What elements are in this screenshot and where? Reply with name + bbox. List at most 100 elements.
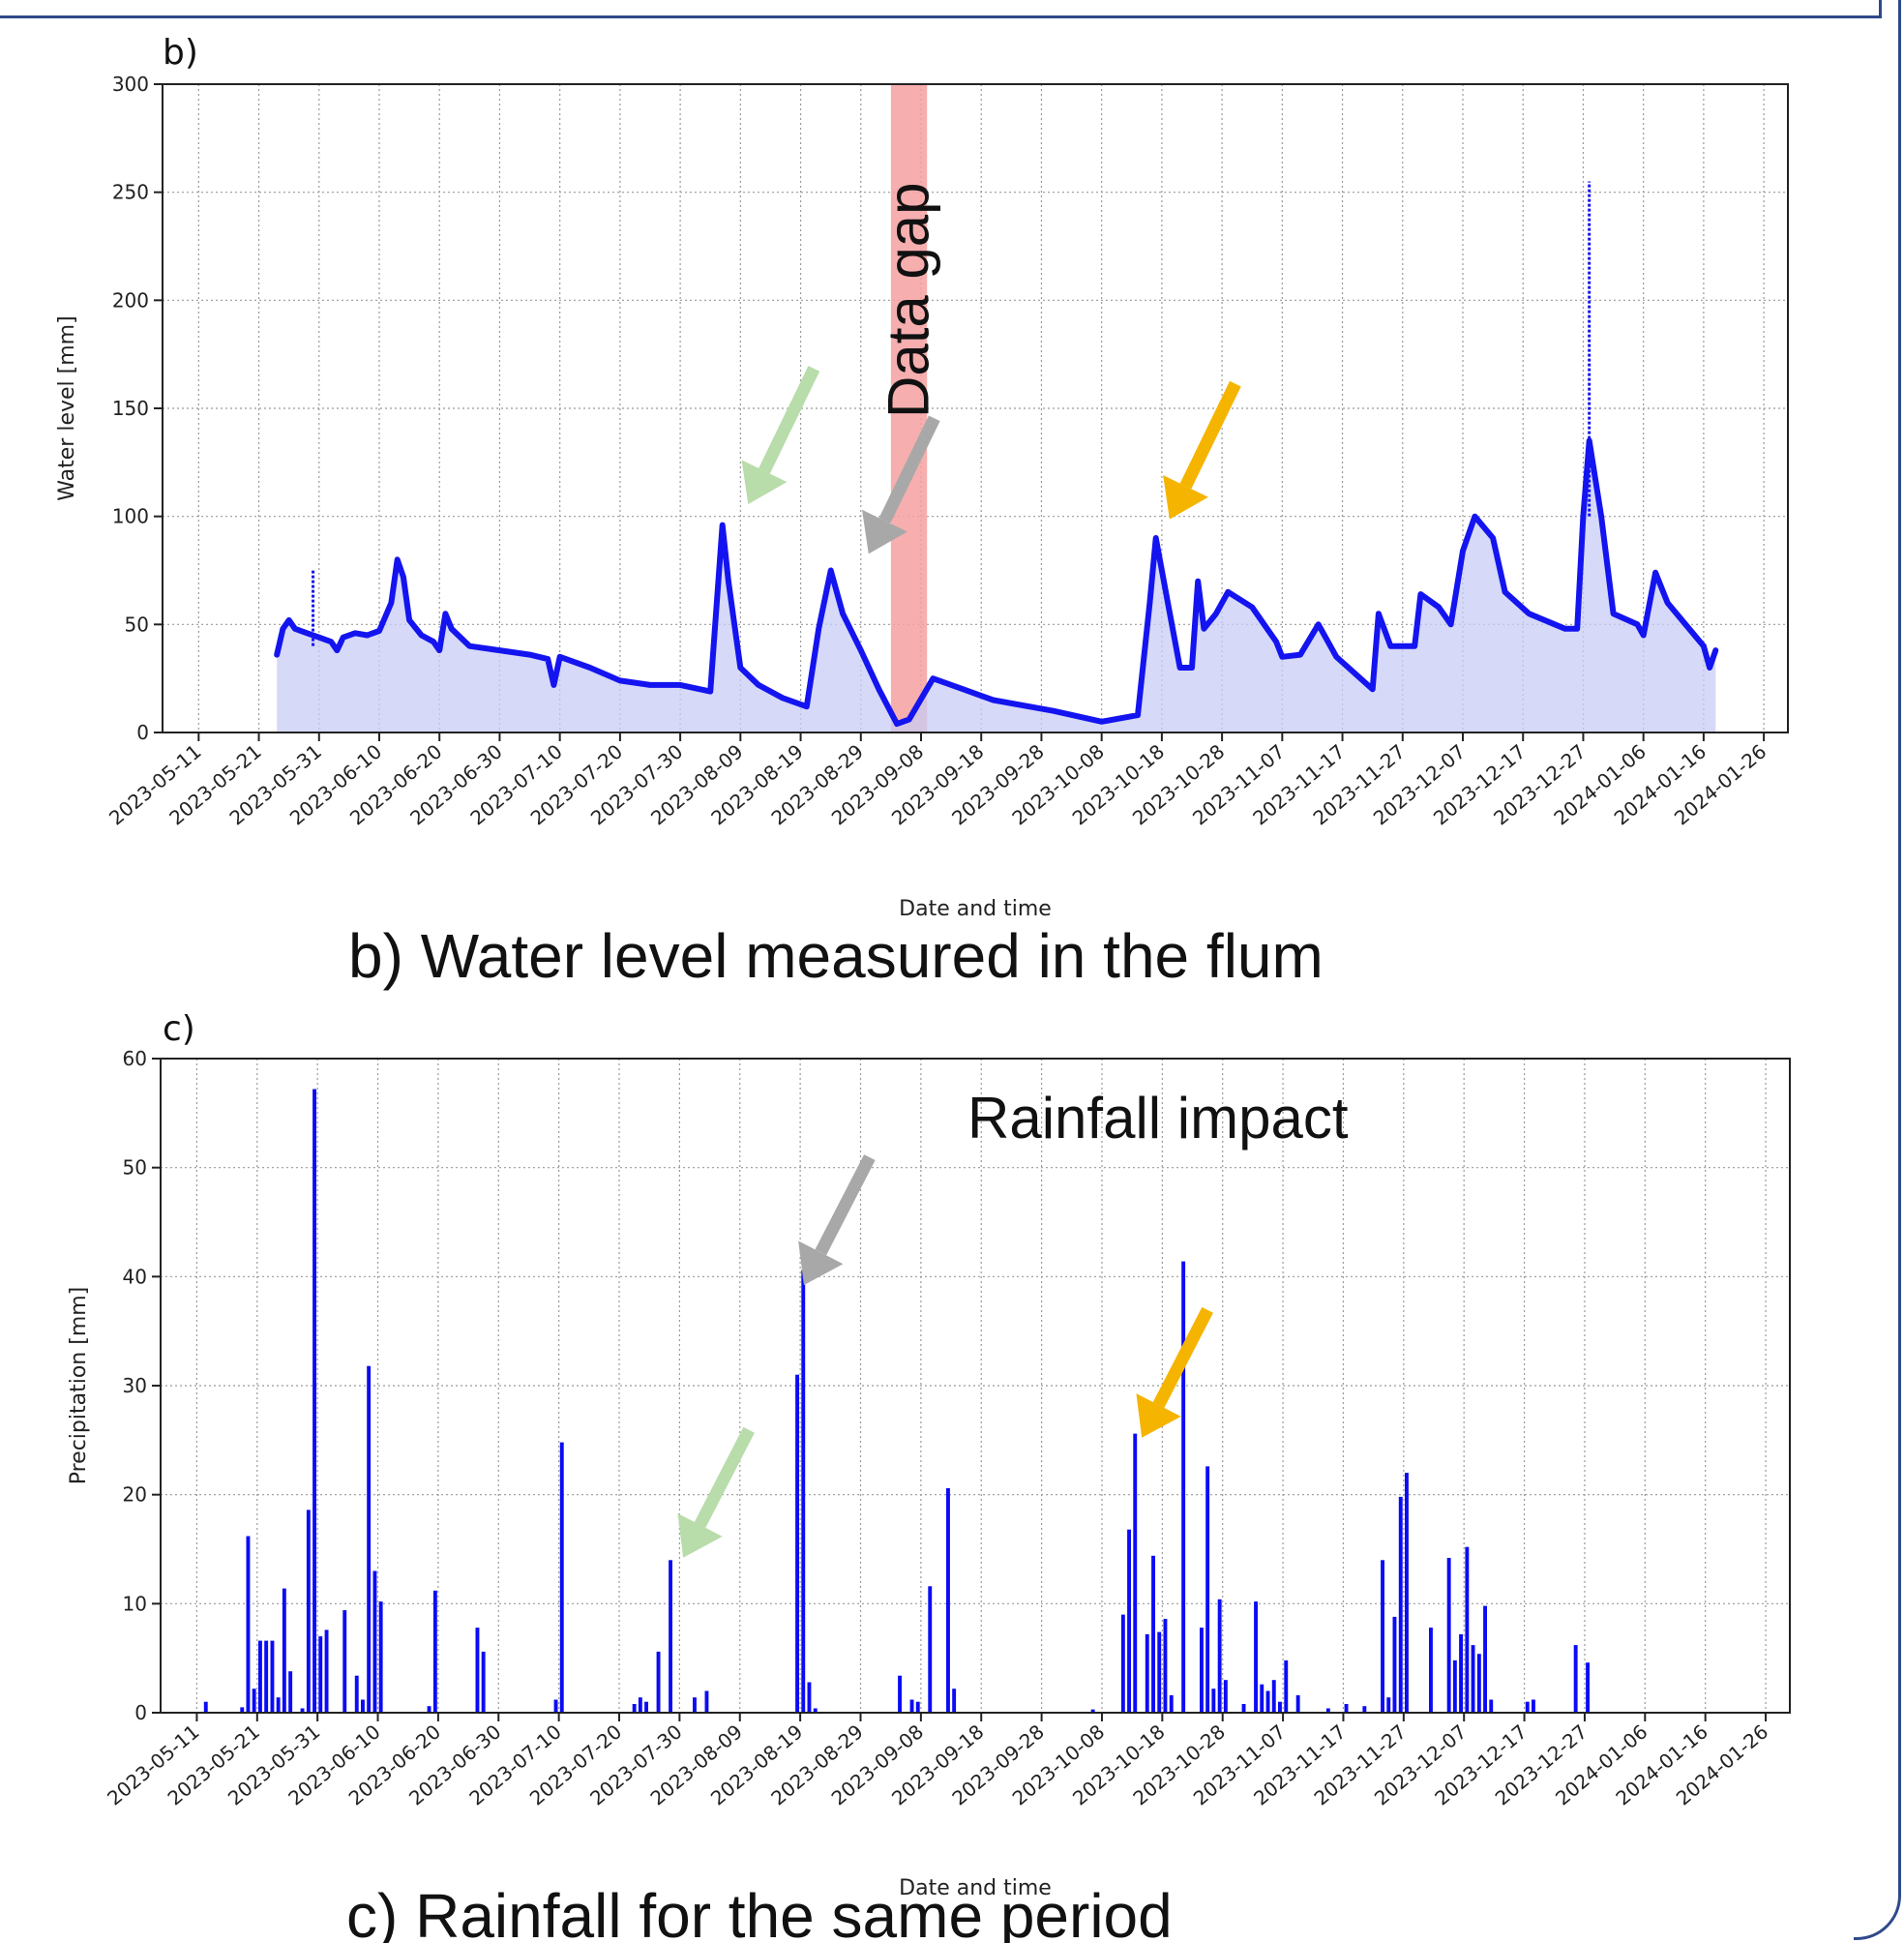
rainfall-bar (1398, 1496, 1403, 1713)
y-tick-label: 0 (136, 721, 149, 744)
rainfall-bar (1271, 1680, 1276, 1713)
rainfall-bar (1489, 1699, 1494, 1713)
water-level-x-axis-label: Date and time (899, 897, 1052, 921)
rainfall-bar (1169, 1695, 1174, 1713)
rainfall-bar (475, 1628, 480, 1713)
water-level-arrows (741, 366, 1241, 554)
rainfall-caption: c) Rainfall for the same period (346, 1881, 1173, 1943)
arrow-head (677, 1513, 723, 1558)
rainfall-bar (367, 1365, 372, 1713)
rainfall-impact-label: Rainfall impact (967, 1086, 1349, 1151)
y-tick-label: 10 (123, 1592, 147, 1615)
rainfall-bar (1254, 1601, 1258, 1713)
rainfall-bar (432, 1590, 437, 1713)
rainfall-bar (656, 1651, 661, 1713)
rainfall-bar (1325, 1708, 1330, 1713)
rainfall-bar (928, 1586, 933, 1713)
rainfall-bar (1278, 1701, 1282, 1713)
data-gap-label: Data gap (877, 182, 941, 418)
y-tick-label: 60 (123, 1047, 147, 1070)
rainfall-bar (1362, 1706, 1367, 1713)
rainfall-bar (378, 1601, 383, 1713)
y-tick-label: 250 (112, 181, 149, 204)
arrow-head (1163, 475, 1208, 520)
rainfall-bar (1465, 1546, 1470, 1713)
y-tick-label: 300 (112, 73, 149, 96)
rainfall-bar (1151, 1555, 1155, 1713)
rainfall-grid (161, 1059, 1790, 1713)
rainfall-bar (669, 1560, 672, 1713)
panel-b-letter: b) (163, 33, 198, 73)
rainfall-bar (1405, 1473, 1409, 1713)
rainfall-bar (1163, 1619, 1168, 1713)
rainfall-bar (807, 1682, 812, 1713)
rainfall-bar (427, 1706, 431, 1713)
arrow-head (1136, 1393, 1181, 1438)
water-level-spikes (312, 181, 1592, 646)
water-level-chart: b) 0 50 100 150 200 250 300 2023-05-112023-05-… (55, 33, 1789, 991)
rainfall-bar (553, 1699, 558, 1713)
rainfall-bar (1476, 1654, 1481, 1713)
rainfall-bar (312, 1089, 316, 1713)
rainfall-bar (1211, 1689, 1216, 1713)
y-tick-label: 40 (123, 1265, 147, 1288)
rainfall-bar (1386, 1697, 1391, 1713)
rainfall-bar (300, 1708, 305, 1713)
water-level-series (274, 437, 1719, 728)
y-tick-label: 50 (125, 613, 149, 636)
rainfall-bar (915, 1701, 920, 1713)
arrow-head (798, 1241, 844, 1286)
arrow-shaft (694, 1426, 755, 1528)
y-tick-label: 100 (112, 505, 149, 528)
rainfall-bar (252, 1689, 256, 1713)
rainfall-bar (1157, 1631, 1162, 1713)
rainfall-chart: c) 0 10 20 30 40 50 60 2023-05-112023-05-21202… (67, 1009, 1791, 1943)
rainfall-bar (1471, 1645, 1475, 1713)
rainfall-arrows (677, 1154, 1213, 1558)
rainfall-bar (1145, 1633, 1149, 1713)
rainfall-bar (1344, 1704, 1349, 1713)
rainfall-bar (704, 1690, 709, 1713)
rainfall-bar (270, 1640, 275, 1713)
y-tick-label: 20 (123, 1483, 147, 1507)
rainfall-bar (1573, 1645, 1578, 1713)
arrow-head (741, 460, 788, 504)
rainfall-bar (1429, 1628, 1433, 1713)
rainfall-bar (276, 1697, 281, 1713)
rainfall-bar (644, 1701, 648, 1713)
rainfall-y-ticks: 0 10 20 30 40 50 60 (123, 1047, 161, 1724)
water-level-y-axis-label: Water level [mm] (55, 315, 79, 500)
rainfall-bar (481, 1651, 486, 1713)
rainfall-bars (203, 1089, 1590, 1713)
rainfall-bar (1265, 1690, 1270, 1713)
rainfall-bar (246, 1536, 251, 1713)
rainfall-bar (1241, 1704, 1246, 1713)
rainfall-bar (801, 1270, 806, 1713)
rainfall-bar (898, 1675, 902, 1713)
rainfall-bar (240, 1707, 245, 1713)
rainfall-bar (1217, 1599, 1222, 1713)
rainfall-bar (946, 1487, 950, 1713)
water-level-y-ticks: 0 50 100 150 200 250 300 (112, 73, 163, 744)
rainfall-y-axis-label: Precipitation [mm] (67, 1287, 91, 1485)
rainfall-bar (1133, 1433, 1138, 1713)
water-level-caption: b) Water level measured in the flum (348, 921, 1324, 991)
rainfall-bar (813, 1708, 818, 1713)
rainfall-bar (1392, 1616, 1397, 1713)
rainfall-bar (795, 1374, 799, 1713)
arrow-shaft (1152, 1306, 1213, 1408)
data-gap-band (890, 84, 928, 732)
rainfall-bar (203, 1701, 208, 1713)
rainfall-bar (1284, 1659, 1289, 1713)
arrow-shaft (878, 415, 940, 523)
rainfall-bar (1381, 1560, 1384, 1713)
rainfall-bar (318, 1636, 323, 1713)
arrow-shaft (815, 1154, 876, 1256)
y-tick-label: 0 (134, 1701, 147, 1724)
rainfall-bar (1120, 1614, 1125, 1713)
water-level-x-ticks: 2023-05-112023-05-212023-05-312023-06-10… (104, 732, 1770, 830)
rainfall-bar (1483, 1605, 1487, 1713)
rainfall-bar (1586, 1662, 1590, 1713)
panel-c-letter: c) (163, 1009, 195, 1049)
